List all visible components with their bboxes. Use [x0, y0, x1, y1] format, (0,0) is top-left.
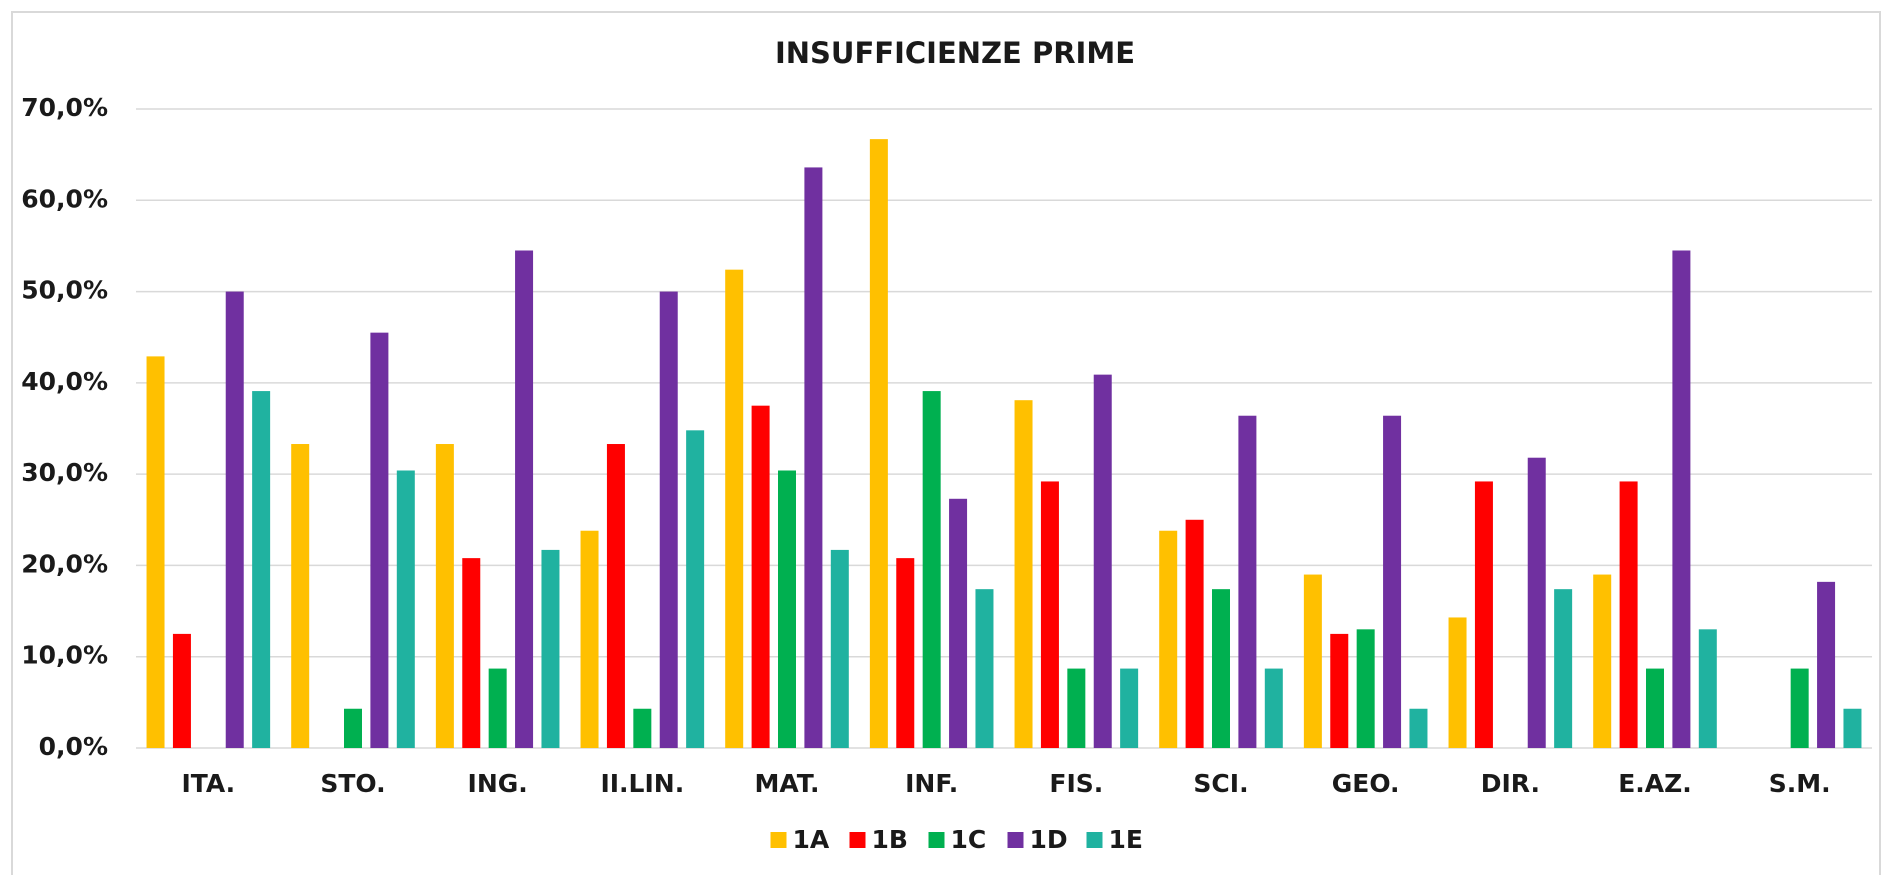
bar: [1159, 530, 1178, 748]
bar: [1448, 617, 1467, 748]
bar: [1474, 481, 1493, 748]
bar: [1067, 668, 1086, 748]
x-tick-label: DIR.: [1481, 769, 1540, 798]
legend-swatch: [928, 832, 945, 848]
x-tick-label: S.M.: [1769, 769, 1831, 798]
bar: [830, 549, 849, 748]
bar: [1330, 633, 1349, 748]
bar: [1672, 250, 1691, 748]
bar: [1843, 708, 1862, 748]
bar: [396, 470, 415, 748]
bar: [1554, 589, 1573, 748]
bar: [1303, 574, 1322, 748]
x-tick-label: MAT.: [754, 769, 819, 798]
bar: [778, 470, 796, 748]
legend-label: 1C: [951, 825, 987, 854]
bar: [1817, 581, 1836, 748]
x-tick-label: II.LIN.: [600, 769, 684, 798]
bar: [1120, 668, 1139, 748]
bar: [488, 668, 507, 748]
bar: [659, 291, 678, 748]
bar: [606, 444, 625, 748]
bar: [1593, 574, 1612, 748]
legend-swatch: [1086, 832, 1103, 848]
bar: [751, 405, 770, 748]
bar: [225, 291, 244, 748]
legend-label: 1A: [793, 825, 830, 854]
x-tick-label: INF.: [905, 769, 958, 798]
x-tick-label: FIS.: [1049, 769, 1103, 798]
y-tick-label: 0,0%: [39, 732, 108, 761]
bar: [1014, 400, 1033, 748]
bar: [922, 391, 941, 748]
x-tick-label: STO.: [320, 769, 385, 798]
legend-swatch: [849, 832, 866, 848]
bar: [291, 444, 310, 748]
bar: [435, 444, 454, 748]
y-tick-label: 40,0%: [21, 367, 108, 396]
y-tick-label: 20,0%: [21, 549, 108, 578]
bar: [633, 708, 652, 748]
bar: [975, 589, 994, 748]
bar: [462, 558, 481, 748]
bar: [686, 430, 705, 748]
y-tick-label: 50,0%: [21, 276, 108, 305]
bar: [1383, 415, 1402, 748]
bar: [1264, 668, 1283, 748]
y-tick-label: 60,0%: [21, 184, 108, 213]
bar: [1698, 629, 1717, 748]
x-tick-label: ING.: [468, 769, 528, 798]
bar: [344, 708, 362, 748]
legend-label: 1E: [1109, 825, 1143, 854]
bar: [252, 391, 271, 748]
chart-title: INSUFFICIENZE PRIME: [775, 36, 1135, 70]
bar: [1238, 415, 1257, 748]
bar: [1212, 589, 1230, 748]
x-tick-label: GEO.: [1332, 769, 1400, 798]
bar: [804, 167, 823, 748]
bar: [1409, 708, 1428, 748]
bar: [896, 558, 915, 748]
bar: [515, 250, 534, 748]
x-tick-label: ITA.: [181, 769, 235, 798]
bar: [370, 332, 389, 748]
y-tick-label: 30,0%: [21, 458, 108, 487]
legend-label: 1B: [872, 825, 908, 854]
y-tick-label: 70,0%: [21, 93, 108, 122]
bar: [1093, 374, 1112, 748]
bar: [1790, 668, 1809, 748]
bar: [1185, 519, 1204, 748]
bar: [541, 549, 560, 748]
bar: [146, 356, 165, 748]
legend-swatch: [1007, 832, 1024, 848]
y-tick-label: 10,0%: [21, 641, 108, 670]
bar: [1356, 629, 1375, 748]
bar: [580, 530, 599, 748]
x-tick-label: E.AZ.: [1618, 769, 1692, 798]
x-tick-label: SCI.: [1193, 769, 1248, 798]
bar: [1619, 481, 1638, 748]
bar: [1040, 481, 1059, 748]
bar: [172, 633, 191, 748]
bar: [869, 139, 888, 749]
bar: [1527, 457, 1546, 748]
legend-swatch: [770, 832, 787, 848]
bar: [1646, 668, 1664, 748]
legend-label: 1D: [1030, 825, 1068, 854]
bar: [949, 498, 968, 748]
bar: [725, 269, 744, 748]
